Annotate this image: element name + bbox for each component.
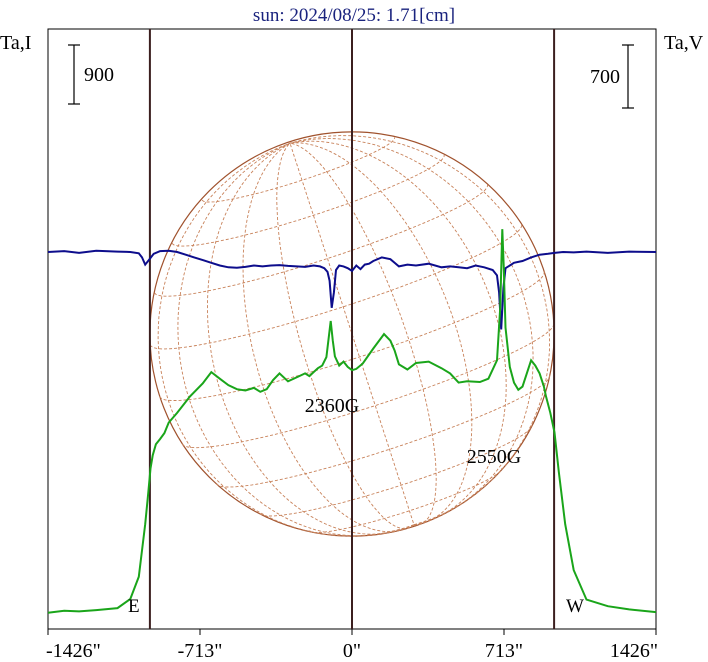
annotation-2550g: 2550G bbox=[467, 446, 521, 468]
series-stokes-v-line bbox=[47, 249, 657, 330]
latitude-grid-line bbox=[159, 271, 545, 401]
longitude-grid-line bbox=[276, 142, 415, 530]
latitude-grid-line bbox=[309, 467, 503, 533]
solar-disk bbox=[149, 131, 555, 537]
longitude-grid-line bbox=[289, 140, 507, 526]
left-scale-label: 900 bbox=[84, 64, 114, 86]
west-limb-label: W bbox=[566, 596, 584, 617]
right-scale-label: 700 bbox=[590, 66, 620, 88]
annotation-2360g: 2360G bbox=[305, 395, 359, 417]
x-axis-ticks: -1426" -713" 0" 713" 1426" bbox=[46, 629, 658, 662]
longitude-grid-line bbox=[157, 142, 415, 537]
right-scale-bar bbox=[622, 44, 634, 109]
latitude-grid-line bbox=[171, 154, 445, 247]
longitude-grid-line bbox=[207, 142, 415, 535]
x-tick-label: 1426" bbox=[610, 640, 658, 662]
longitude-grid-line bbox=[289, 138, 534, 526]
left-scale-bar bbox=[68, 44, 80, 105]
x-tick-label: -1426" bbox=[46, 640, 101, 662]
longitude-grid-line bbox=[289, 135, 551, 526]
reference-lines bbox=[148, 29, 556, 629]
longitude-grid-line bbox=[177, 142, 415, 537]
longitude-grid-line bbox=[289, 142, 437, 526]
chart-title: sun: 2024/08/25: 1.71[cm] bbox=[253, 5, 455, 26]
x-tick-label: -713" bbox=[178, 640, 223, 662]
x-tick-label: 713" bbox=[485, 640, 523, 662]
latitude-grid-line bbox=[154, 184, 489, 297]
right-axis-label: Ta,V bbox=[664, 32, 704, 54]
latitude-grid-line bbox=[149, 224, 523, 350]
east-limb-label: E bbox=[128, 596, 140, 617]
longitude-grid-line bbox=[242, 142, 415, 533]
longitude-grid-line bbox=[289, 143, 415, 527]
left-axis-label: Ta,I bbox=[0, 32, 31, 54]
x-tick-label: 0" bbox=[343, 640, 361, 662]
series-stokes-i-line bbox=[47, 229, 657, 614]
latitude-grid-line bbox=[216, 375, 551, 488]
longitude-grid-line bbox=[289, 142, 473, 526]
latitude-grid-line bbox=[259, 424, 533, 517]
